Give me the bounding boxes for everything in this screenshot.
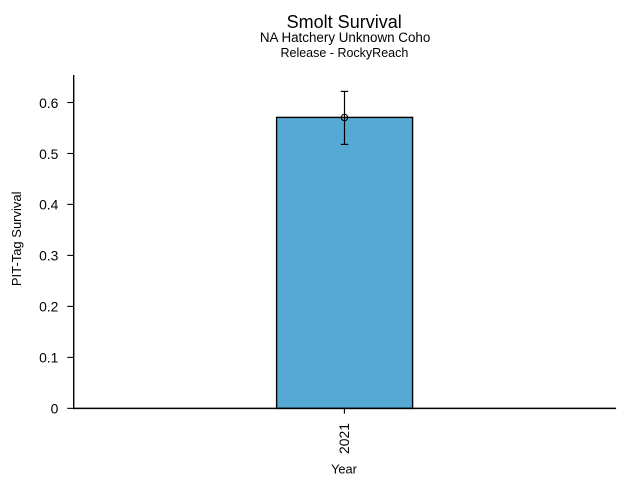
svg-text:0: 0 [51,401,59,417]
svg-text:Release - RockyReach: Release - RockyReach [280,46,408,60]
svg-text:Year: Year [331,462,358,477]
svg-text:0.1: 0.1 [39,350,59,366]
svg-text:NA Hatchery Unknown Coho: NA Hatchery Unknown Coho [260,30,430,45]
svg-text:PIT-Tag Survival: PIT-Tag Survival [9,191,24,286]
svg-text:0.6: 0.6 [39,95,59,111]
svg-text:0.2: 0.2 [39,299,59,315]
svg-text:0.5: 0.5 [39,146,59,162]
svg-text:0.3: 0.3 [39,248,59,264]
svg-text:2021: 2021 [336,423,352,454]
svg-text:Smolt Survival: Smolt Survival [287,12,402,32]
svg-text:0.4: 0.4 [39,197,59,213]
